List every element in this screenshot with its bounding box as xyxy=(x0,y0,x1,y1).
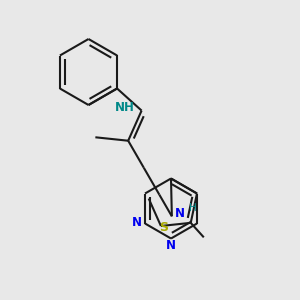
Text: NH: NH xyxy=(115,101,135,114)
Text: N: N xyxy=(166,238,176,252)
Text: H: H xyxy=(189,203,197,213)
Text: S: S xyxy=(159,221,168,234)
Text: N: N xyxy=(132,215,142,229)
Text: N: N xyxy=(175,207,185,220)
